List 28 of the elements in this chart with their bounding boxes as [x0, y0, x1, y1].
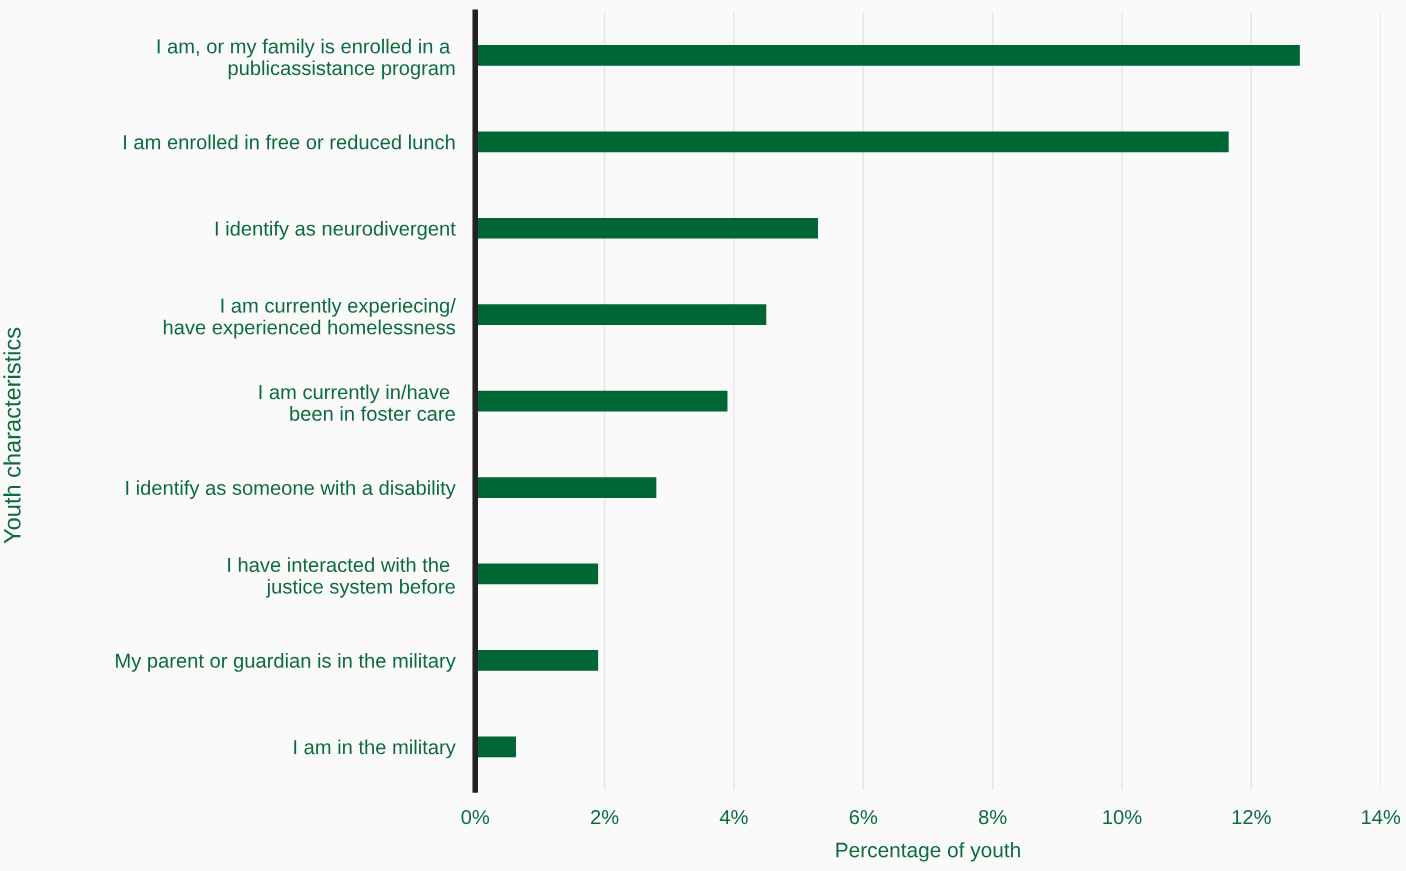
bar: [475, 45, 1300, 66]
bar: [475, 477, 657, 498]
y-tick-label: I am in the military: [294, 739, 456, 759]
x-axis-title: Percentage of youth: [836, 842, 1020, 862]
y-tick-label: I am currently in/have been in foster care: [259, 384, 455, 421]
x-tick-label: 8%: [978, 809, 1007, 825]
x-tick-label: 2%: [591, 809, 619, 825]
bar: [475, 217, 819, 239]
y-tick-label: I am currently experiecing/ have experienced homelessness: [163, 297, 456, 339]
y-axis-title: Youth characteristics: [3, 327, 21, 544]
y-tick-label: My parent or guardian is in the military: [116, 653, 456, 672]
y-tick-label: I am, or my family is enrolled in a publicassistance program: [157, 38, 455, 80]
y-tick-label: I am enrolled in free or reduced lunch: [124, 134, 455, 150]
x-tick-label: 6%: [849, 809, 878, 825]
bar: [475, 390, 728, 412]
y-tick-label: I identify as someone with a disability: [126, 480, 456, 499]
y-tick-label: I have interacted with the justice system before: [228, 557, 455, 598]
bar: [475, 304, 767, 326]
x-tick-label: 12%: [1232, 809, 1271, 825]
x-tick-label: 14%: [1362, 810, 1401, 825]
x-tick-label: 0%: [461, 809, 490, 825]
bar: [475, 736, 516, 758]
x-tick-label: 4%: [719, 810, 748, 825]
bar: [475, 649, 599, 671]
x-tick-label: 10%: [1103, 809, 1142, 825]
bar: [475, 563, 599, 585]
bar: [475, 131, 1229, 153]
y-tick-label: I identify as neurodivergent: [215, 220, 456, 240]
